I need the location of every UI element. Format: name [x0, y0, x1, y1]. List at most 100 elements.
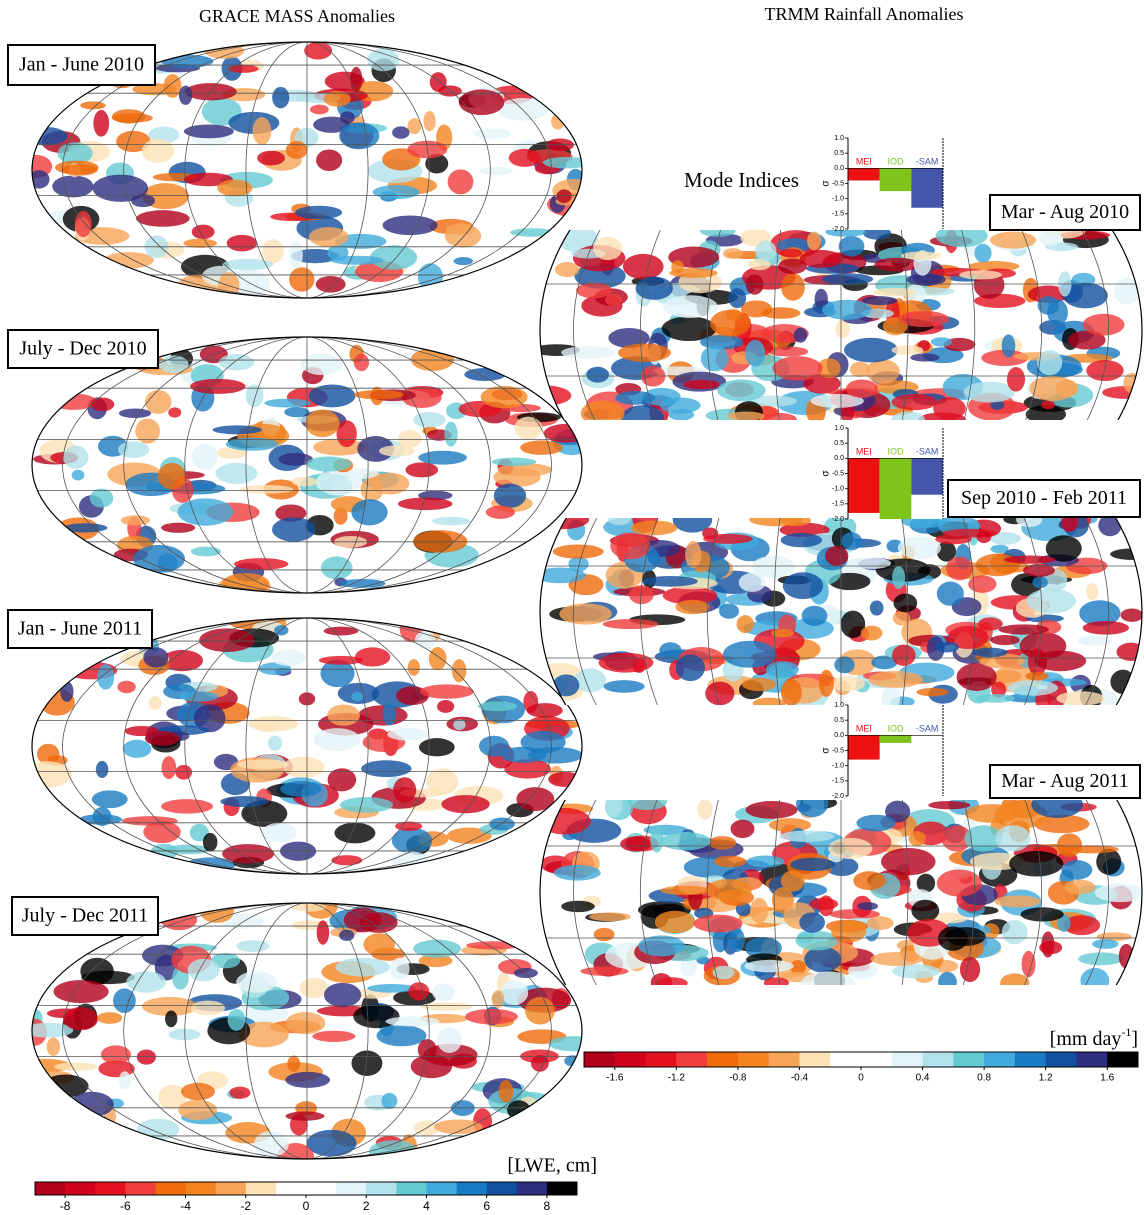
anomaly-patch [628, 794, 667, 810]
colorbar-tick-label: 4 [423, 1199, 430, 1213]
y-tick-label: 1.0 [834, 425, 844, 432]
anomaly-patch [122, 816, 178, 825]
anomaly-patch [271, 650, 306, 666]
bar [880, 735, 912, 743]
anomaly-patch [1002, 920, 1028, 944]
anomaly-patch [121, 515, 150, 525]
anomaly-patch [978, 617, 1003, 630]
anomaly-patch [181, 1083, 215, 1100]
anomaly-patch [936, 224, 988, 247]
anomaly-patch [237, 759, 288, 769]
anomaly-patch [331, 855, 362, 865]
colorbar-bin [861, 1052, 892, 1067]
anomaly-patch [976, 694, 1015, 703]
anomaly-patch [703, 534, 753, 544]
anomaly-patch [669, 268, 717, 278]
anomaly-patch [574, 668, 606, 692]
bar [911, 458, 943, 494]
anomaly-patch [752, 556, 795, 578]
anomaly-patch [363, 933, 395, 956]
anomaly-patch [54, 1062, 97, 1070]
anomaly-patch [192, 444, 218, 470]
anomaly-patch [723, 248, 743, 259]
anomaly-patch [354, 354, 369, 372]
anomaly-patch [800, 250, 843, 268]
bar [848, 168, 880, 180]
anomaly-patch [910, 353, 939, 361]
colorbar-tick-label: -0.4 [791, 1073, 809, 1084]
anomaly-patch [126, 971, 166, 993]
anomaly-patch [316, 276, 346, 293]
y-tick-label: 0.5 [834, 717, 844, 724]
anomaly-patch [737, 615, 754, 633]
anomaly-patch [761, 307, 800, 319]
y-tick-label: 0.5 [834, 440, 844, 447]
colorbar-unit: [mm day-1] [1050, 1025, 1138, 1050]
anomaly-patch [75, 211, 92, 237]
anomaly-patch [862, 296, 897, 305]
anomaly-patch [1029, 376, 1076, 401]
anomaly-patch [1078, 952, 1124, 965]
anomaly-patch [63, 1007, 98, 1030]
anomaly-patch [946, 557, 973, 581]
anomaly-patch [780, 249, 803, 258]
anomaly-patch [307, 1130, 357, 1157]
anomaly-patch [933, 397, 966, 420]
anomaly-patch [60, 681, 73, 702]
colorbar-bin [923, 1052, 954, 1067]
anomaly-patch [656, 977, 688, 988]
anomaly-patch [874, 258, 920, 272]
anomaly-patch [589, 912, 631, 921]
colorbar-bin [584, 1052, 615, 1067]
anomaly-patch [846, 380, 878, 398]
colorbar-tick-label: 1.2 [1039, 1073, 1053, 1084]
colorbar-bin [366, 1182, 396, 1195]
y-tick-label: -1.5 [832, 778, 844, 785]
anomaly-patch [178, 498, 234, 525]
anomaly-patch [432, 984, 455, 1002]
colorbar-bin [276, 1182, 306, 1195]
category-label: IOD [887, 447, 904, 457]
anomaly-patch [289, 241, 302, 268]
anomaly-patch [781, 870, 805, 891]
y-tick-label: -1.0 [832, 763, 844, 770]
anomaly-patch [63, 523, 107, 532]
anomaly-patch [802, 606, 828, 626]
anomaly-patch [405, 462, 438, 477]
anomaly-patch [257, 151, 285, 166]
anomaly-patch [145, 731, 180, 746]
panel-label: Jan - June 2010 [19, 54, 144, 76]
anomaly-patch [623, 254, 664, 279]
anomaly-patch [379, 445, 415, 456]
trmm-title: TRMM Rainfall Anomalies [765, 4, 964, 24]
anomaly-patch [179, 86, 192, 105]
figure: GRACE MASS Anomalies TRMM Rainfall Anoma… [0, 0, 1144, 1215]
colorbar-bin [426, 1182, 456, 1195]
anomaly-patch [549, 1036, 601, 1051]
anomaly-patch [719, 604, 739, 619]
anomaly-patch [227, 235, 258, 252]
anomaly-patch [272, 517, 316, 541]
anomaly-patch [959, 270, 1002, 279]
anomaly-patch [246, 384, 264, 407]
anomaly-patch [867, 916, 893, 930]
anomaly-patch [1057, 833, 1082, 857]
colorbar-tick-label: -8 [60, 1199, 71, 1213]
anomaly-patch [546, 139, 574, 152]
bar [880, 458, 912, 519]
anomaly-patch [93, 175, 149, 202]
anomaly-patch [723, 641, 777, 668]
anomaly-patch [285, 1072, 330, 1088]
anomaly-patch [1021, 907, 1064, 921]
anomaly-patch [90, 489, 114, 508]
anomaly-patch [423, 111, 435, 131]
anomaly-patch [465, 1009, 518, 1024]
anomaly-patch [213, 425, 262, 434]
anomaly-patch [559, 603, 611, 624]
anomaly-patch [551, 113, 564, 129]
colorbar-tick-label: -0.8 [729, 1073, 747, 1084]
anomaly-patch [292, 477, 318, 487]
anomaly-patch [548, 772, 582, 787]
anomaly-patch [350, 67, 362, 92]
anomaly-patch [968, 575, 996, 593]
